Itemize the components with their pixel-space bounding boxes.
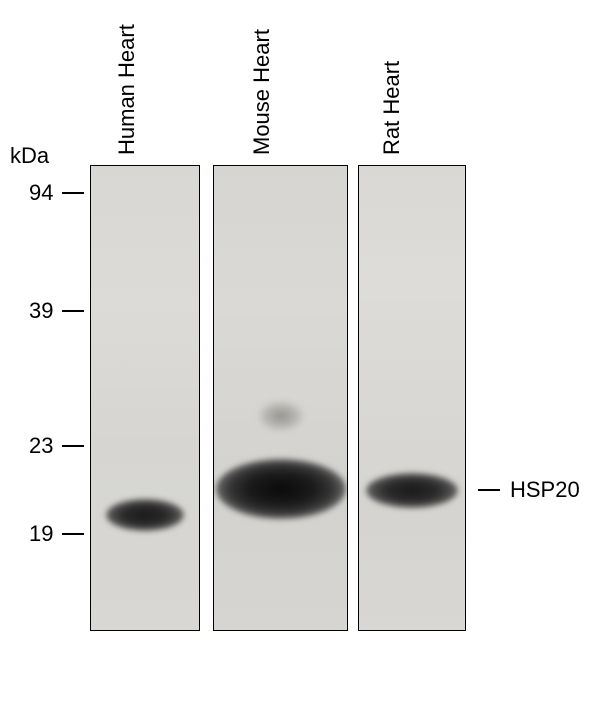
protein-label: HSP20 [510, 477, 580, 503]
lane-label-2: Rat Heart [379, 61, 405, 155]
lane-bg-1 [214, 166, 347, 630]
band-0-0 [106, 499, 184, 531]
protein-tick [478, 489, 500, 491]
marker-label-94: 94 [29, 180, 53, 206]
lane-label-0: Human Heart [114, 24, 140, 155]
band-1-0 [216, 459, 346, 519]
lane-2 [358, 165, 466, 631]
marker-tick-94 [62, 192, 84, 194]
western-blot-figure: kDa 94 39 23 19 Human Heart Mouse Heart Rat H… [0, 0, 597, 702]
marker-label-19: 19 [29, 521, 53, 547]
marker-label-23: 23 [29, 433, 53, 459]
lane-label-1: Mouse Heart [249, 29, 275, 155]
marker-tick-19 [62, 533, 84, 535]
marker-tick-23 [62, 445, 84, 447]
band-2-0 [366, 473, 458, 508]
lane-bg-0 [91, 166, 199, 630]
lane-1 [213, 165, 348, 631]
lane-bg-2 [359, 166, 465, 630]
band-1-1 [258, 401, 303, 431]
marker-tick-39 [62, 310, 84, 312]
kda-unit-label: kDa [10, 143, 49, 169]
marker-label-39: 39 [29, 298, 53, 324]
lane-0 [90, 165, 200, 631]
